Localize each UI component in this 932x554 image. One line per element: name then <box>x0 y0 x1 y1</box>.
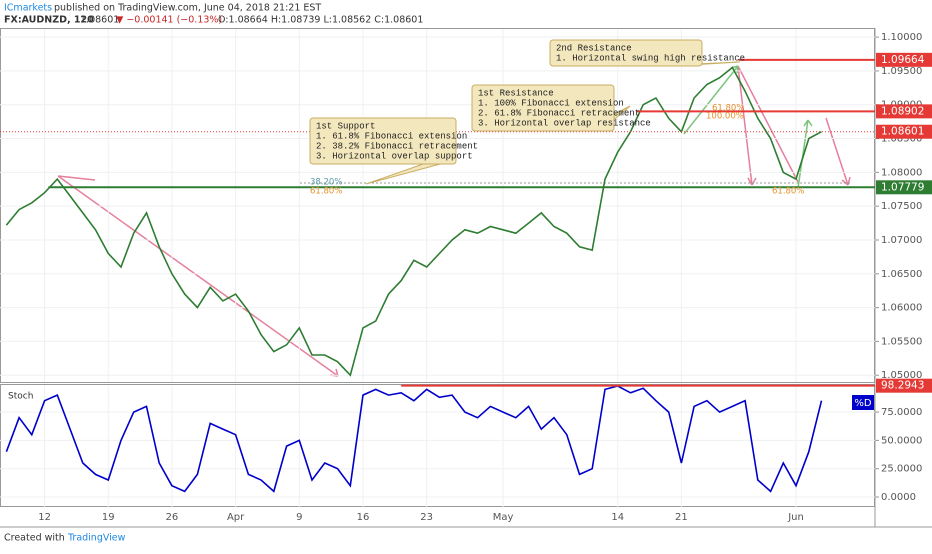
callout-text: 2. 38.2% Fibonacci retracement <box>316 141 478 151</box>
arrow <box>57 175 96 181</box>
y-tick-label: 1.08000 <box>881 167 922 178</box>
x-tick-label: 19 <box>102 512 115 523</box>
publisher: ICmarkets <box>4 3 52 14</box>
fib-label: 61.80% <box>712 104 744 114</box>
x-tick-label: 23 <box>420 512 433 523</box>
arrows-green <box>683 65 813 189</box>
level-label-bg <box>876 124 932 139</box>
callout-pointer <box>365 162 445 185</box>
y-tick-label: 1.10000 <box>881 32 922 43</box>
published: published on TradingView.com, June 04, 2… <box>54 3 321 14</box>
fib-label: 61.80% <box>310 187 342 197</box>
x-tick-label: 14 <box>611 512 624 523</box>
y-tick-label: 1.09500 <box>881 66 922 77</box>
y-tick-label: 1.08500 <box>881 134 922 145</box>
level-label-bg <box>876 378 932 393</box>
legend-box <box>852 395 874 410</box>
x-tick-label: 21 <box>675 512 688 523</box>
level-label: 1.08902 <box>881 105 924 117</box>
y-tick-label: 50.0000 <box>881 435 922 446</box>
y-tick-label: 25.0000 <box>881 464 922 475</box>
callout-box <box>549 39 703 67</box>
y-tick-label: 1.06500 <box>881 269 922 280</box>
callout-text: 3. Horizontal overlap resistance <box>478 118 651 128</box>
price-panel <box>0 28 875 383</box>
legend-label: %D <box>854 398 872 409</box>
price-line <box>5 385 823 493</box>
y-tick-label: 1.07500 <box>881 201 922 212</box>
x-tick-label: Apr <box>227 512 245 523</box>
fib-label: 61.80% <box>772 187 804 197</box>
y-tick-label: 1.07000 <box>881 235 922 246</box>
level-label: 98.2943 <box>881 380 924 392</box>
callout-text: 2. 61.8% Fibonacci retracement <box>478 108 640 118</box>
y-tick-label: 1.05000 <box>881 370 922 381</box>
change: ▼ −0.00141 (−0.13%) <box>116 15 222 26</box>
callout-text: 1. 100% Fibonacci extension <box>478 98 624 108</box>
symbol: FX:AUDNZD, 120 <box>4 15 94 26</box>
stoch-panel <box>0 384 875 507</box>
arrow <box>797 119 813 189</box>
callout-text: 3. Horizontal overlap support <box>316 151 473 161</box>
level-label-bg <box>876 180 932 195</box>
y-tick-label: 75.0000 <box>881 407 922 418</box>
last-price: 1.08601 <box>80 15 119 26</box>
callout-text: 1. Horizontal swing high resistance <box>556 53 745 63</box>
footer-brand: TradingView <box>67 533 126 544</box>
price-line <box>5 66 822 377</box>
x-tick-label: 12 <box>38 512 51 523</box>
callout-text: 2nd Resistance <box>556 43 632 53</box>
y-tick-label: 1.05500 <box>881 336 922 347</box>
callout-text: 1. 61.8% Fibonacci extension <box>316 131 467 141</box>
callout-box <box>309 117 457 165</box>
level-label: 1.08601 <box>881 126 924 138</box>
x-tick-label: 26 <box>166 512 179 523</box>
x-tick-label: Jun <box>787 512 804 523</box>
y-tick-label: 0.0000 <box>881 492 916 503</box>
level-label-bg <box>876 52 932 67</box>
x-tick-label: May <box>493 512 514 523</box>
callout-text: 1st Resistance <box>478 88 554 98</box>
y-tick-label: 1.06000 <box>881 303 922 314</box>
arrow <box>737 65 799 183</box>
callout-text: 1st Support <box>316 121 375 131</box>
stoch-title: Stoch <box>8 392 33 402</box>
callout-box <box>471 84 615 132</box>
level-label-bg <box>876 104 932 119</box>
arrow <box>683 65 739 135</box>
level-label: 1.07779 <box>881 181 924 193</box>
arrow <box>737 65 757 186</box>
footer-created: Created with <box>4 533 65 544</box>
x-tick-label: 16 <box>357 512 370 523</box>
ohlc: O:1.08664 H:1.08739 L:1.08562 C:1.08601 <box>218 15 423 26</box>
fib-label: 38.20% <box>310 178 342 188</box>
fib-label: 100.00% <box>706 112 744 122</box>
level-label: 1.09664 <box>881 54 925 66</box>
arrow <box>825 117 851 186</box>
x-tick-label: 9 <box>296 512 302 523</box>
